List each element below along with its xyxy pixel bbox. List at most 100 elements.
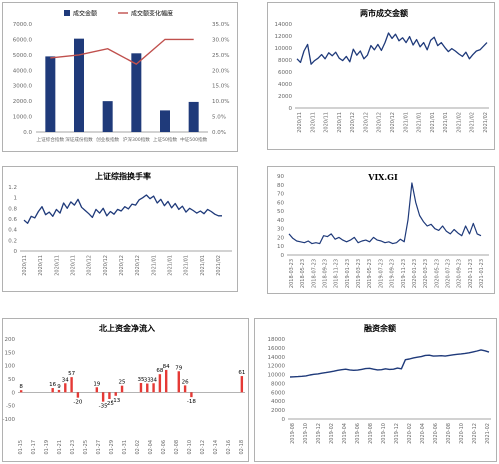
northbound-flow-data-label: 34 — [150, 377, 157, 383]
vix-xtick-label: 2019-03-23 — [356, 259, 362, 288]
sse-turnover-rate-ytick-label: 0 — [14, 249, 18, 255]
vix-title: VIX.GI — [367, 172, 398, 182]
sse-turnover-rate-chart: 上证综指换手率 0 0.2 0.4 0.6 0.8 1 1.2 2020/11 2020/11 20… — [2, 166, 238, 292]
northbound-flow-bar — [101, 392, 105, 402]
northbound-flow-xtick-label: 01-21 — [57, 440, 63, 455]
vix-ytick-label: 20 — [277, 235, 284, 241]
northbound-flow-bar — [19, 390, 23, 393]
northbound-flow-bar — [76, 392, 80, 398]
two-market-turnover-ytick-label: 4000 — [278, 82, 292, 88]
northbound-flow-bar — [64, 383, 67, 393]
northbound-flow-data-label: -13 — [111, 398, 120, 404]
margin-balance-xtick-label: 2019-06 — [355, 423, 361, 444]
vix-xtick-label: 2018-09-23 — [323, 259, 329, 288]
turnover-by-index-legend-label-line: 成交额变化幅度 — [131, 10, 173, 18]
northbound-flow-data-label: 16 — [49, 382, 56, 388]
margin-balance-series-line — [289, 349, 490, 378]
northbound-flow-xtick-label: 02-14 — [213, 440, 219, 455]
margin-balance-xtick-label: 2019-12 — [394, 423, 400, 444]
turnover-by-index-bar — [45, 56, 56, 132]
turnover-by-index-right-ytick-label: 0.0% — [212, 130, 226, 136]
turnover-by-index-left-ytick-label: 4000.0 — [13, 68, 33, 74]
northbound-flow-data-label: 34 — [62, 377, 69, 383]
margin-balance-xtick-label: 2019-12 — [316, 423, 322, 444]
margin-balance-xtick-label: 2019-02 — [329, 423, 335, 444]
northbound-flow-data-label: 19 — [93, 381, 100, 387]
vix-ytick-label: 60 — [277, 200, 284, 206]
sse-turnover-rate-ytick-label: 0.4 — [8, 228, 17, 234]
two-market-turnover-title: 两市成交金额 — [360, 8, 408, 18]
two-market-turnover-xtick-label: 2020/12 — [377, 112, 383, 133]
northbound-flow-data-label: 26 — [182, 379, 189, 385]
vix-xtick-label: 2020-01-23 — [412, 259, 418, 288]
northbound-flow-ytick-label: 50 — [8, 377, 15, 383]
margin-balance-ytick-label: 6000 — [271, 390, 285, 396]
two-market-turnover-xtick-label: 2020/11 — [324, 112, 330, 133]
northbound-flow-data-label: 9 — [57, 384, 61, 390]
vix-xtick-label: 2019-09-23 — [390, 259, 396, 288]
two-market-turnover-ytick-label: 8000 — [278, 58, 292, 64]
vix-ytick-label: 10 — [277, 244, 284, 250]
vix-xtick-label: 2020-05-23 — [434, 259, 440, 288]
northbound-flow-data-label: 35 — [137, 377, 144, 383]
northbound-flow-data-label: 61 — [238, 370, 245, 376]
two-market-turnover-ytick-label: 0 — [289, 106, 293, 112]
two-market-turnover-xtick-label: 2021/02 — [456, 112, 462, 133]
margin-balance-xtick-label: 2020-08 — [446, 423, 452, 444]
turnover-by-index-category-label: 上证综合指数 — [37, 136, 65, 143]
sse-turnover-rate-border — [2, 166, 238, 292]
chart-panel-northbound-flow: 北上资金净流入 -100 -50 0 50 100 150 200 8 16 9 34 57 -20 19-… — [2, 318, 249, 462]
northbound-flow-data-label: -18 — [187, 399, 196, 405]
two-market-turnover-xtick-label: 2020/12 — [350, 112, 356, 133]
northbound-flow-bar — [114, 392, 117, 396]
northbound-flow-bar — [108, 392, 111, 399]
margin-balance-xtick-label: 2020-02 — [407, 423, 413, 444]
vix-xtick-label: 2020-11-23 — [468, 259, 474, 288]
turnover-by-index-right-ytick-label: 20.0% — [212, 68, 229, 74]
northbound-flow-bar — [190, 392, 193, 398]
margin-balance-ytick-label: 0 — [282, 417, 286, 423]
turnover-by-index-right-ytick-label: 15.0% — [212, 84, 229, 90]
vix-ytick-label: 30 — [277, 227, 284, 233]
northbound-flow-bar — [51, 388, 54, 393]
vix-ytick-label: 50 — [277, 209, 284, 215]
northbound-flow-data-label: 79 — [175, 365, 182, 371]
turnover-by-index-category-label: 创业板指数 — [96, 136, 119, 143]
vix-xtick-label: 2019-11-23 — [401, 259, 407, 288]
northbound-flow-bar — [146, 383, 149, 393]
two-market-turnover-xtick-label: 2021/01 — [430, 112, 436, 133]
turnover-by-index-legend-swatch-bars — [64, 10, 70, 16]
chart-panel-sse-turnover-rate: 上证综指换手率 0 0.2 0.4 0.6 0.8 1 1.2 2020/11 2020/11 20… — [2, 166, 238, 292]
northbound-flow-ytick-label: 0 — [12, 390, 16, 396]
northbound-flow-xtick-label: 01-23 — [70, 440, 76, 455]
northbound-flow-data-label: 57 — [68, 371, 75, 377]
two-market-turnover-xtick-label: 2020/12 — [390, 112, 396, 133]
northbound-flow-xtick-label: 01-29 — [109, 440, 115, 455]
vix-xtick-label: 2018-07-23 — [311, 259, 317, 288]
turnover-by-index-left-ytick-label: 7000.0 — [13, 22, 33, 28]
margin-balance-ytick-label: 2000 — [271, 408, 285, 414]
two-market-turnover-border — [267, 2, 495, 150]
sse-turnover-rate-title: 上证综指换手率 — [95, 171, 151, 181]
turnover-by-index-left-ytick-label: 2000.0 — [13, 99, 33, 105]
northbound-flow-xtick-label: 02-12 — [200, 440, 206, 455]
northbound-flow-data-label: -20 — [73, 400, 82, 406]
two-market-turnover-ytick-label: 6000 — [278, 70, 292, 76]
turnover-by-index-change-line — [50, 38, 194, 65]
margin-balance-xtick-label: 2019-08 — [290, 423, 296, 444]
sse-turnover-rate-xtick-label: 2020/12 — [135, 255, 141, 276]
two-market-turnover-xtick-label: 2021/01 — [443, 112, 449, 133]
vix-border — [267, 166, 495, 294]
northbound-flow-xtick-label: 02-02 — [135, 440, 141, 455]
chart-panel-two-market-turnover: 两市成交金额 0 2000 4000 6000 8000 10000 12000 14000 20… — [267, 2, 495, 150]
turnover-by-index-border — [2, 2, 238, 152]
northbound-flow-xtick-label: 02-16 — [226, 440, 232, 455]
turnover-by-index-category-label: 沪深300指数 — [123, 136, 151, 143]
turnover-by-index-right-ytick-label: 25.0% — [212, 53, 229, 59]
two-market-turnover-xtick-label: 2020/11 — [337, 112, 343, 133]
turnover-by-index-category-label: 上证50指数 — [153, 136, 178, 143]
northbound-flow-data-label: -25 — [105, 401, 114, 407]
turnover-by-index-chart: 0.0 1000.0 2000.0 3000.0 4000.0 5000.0 6000.0 7… — [2, 2, 238, 152]
northbound-flow-bar — [139, 383, 143, 393]
